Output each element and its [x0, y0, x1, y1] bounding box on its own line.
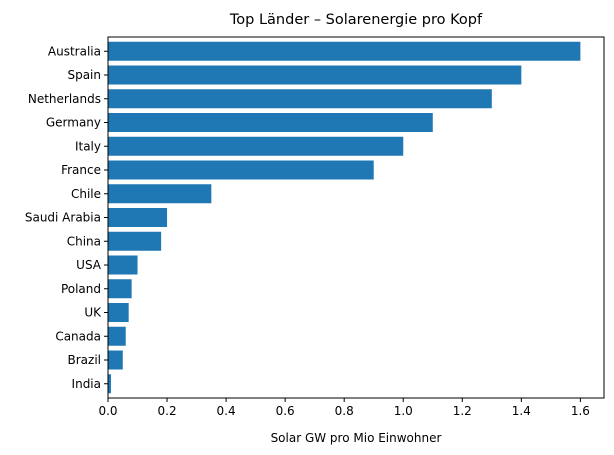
y-axis-ticks: Australia Spain Netherlands Germany Italy Fra… [25, 44, 108, 391]
y-tick-label: Australia [48, 44, 101, 58]
y-tick-label: Italy [75, 139, 101, 153]
y-tick-label: UK [84, 306, 102, 320]
x-axis-ticks: 0.0 0.2 0.4 0.6 0.8 1.0 1.2 1.4 1.6 [98, 398, 590, 418]
y-tick-label: Saudi Arabia [25, 211, 101, 225]
bar-spain [108, 65, 522, 85]
x-tick-label: 1.4 [512, 404, 531, 418]
y-tick-label: Spain [67, 68, 101, 82]
x-tick-label: 1.0 [394, 404, 413, 418]
bar-chile [108, 184, 212, 204]
bar-india [108, 374, 111, 394]
x-axis-label: Solar GW pro Mio Einwohner [271, 431, 442, 445]
x-tick-label: 0.2 [158, 404, 177, 418]
bar-brazil [108, 350, 123, 370]
plot-frame [107, 36, 605, 399]
bar-italy [108, 136, 404, 156]
y-tick-label: India [72, 377, 101, 391]
y-tick-label: Chile [71, 187, 101, 201]
x-tick-label: 0.6 [276, 404, 295, 418]
y-tick-label: Canada [55, 329, 101, 343]
bar-poland [108, 279, 132, 299]
x-tick-label: 1.6 [571, 404, 590, 418]
x-tick-label: 0.8 [335, 404, 354, 418]
chart-title: Top Länder – Solarenergie pro Kopf [229, 12, 483, 28]
y-tick-label: France [61, 163, 101, 177]
x-tick-label: 1.2 [453, 404, 472, 418]
bar-france [108, 160, 374, 180]
y-tick-label: China [67, 234, 101, 248]
bars-group [108, 41, 581, 394]
bar-canada [108, 326, 126, 346]
x-tick-label: 0.0 [98, 404, 117, 418]
bar-saudi-arabia [108, 208, 168, 227]
bar-china [108, 231, 162, 251]
bar-netherlands [108, 89, 492, 109]
y-tick-label: USA [76, 258, 102, 272]
bar-germany [108, 113, 433, 132]
y-tick-label: Poland [61, 282, 101, 296]
bar-australia [108, 41, 581, 61]
y-tick-label: Netherlands [28, 92, 101, 106]
y-tick-label: Brazil [68, 353, 102, 367]
bar-usa [108, 255, 138, 275]
x-tick-label: 0.4 [217, 404, 236, 418]
bar-uk [108, 303, 129, 322]
y-tick-label: Germany [46, 116, 101, 130]
